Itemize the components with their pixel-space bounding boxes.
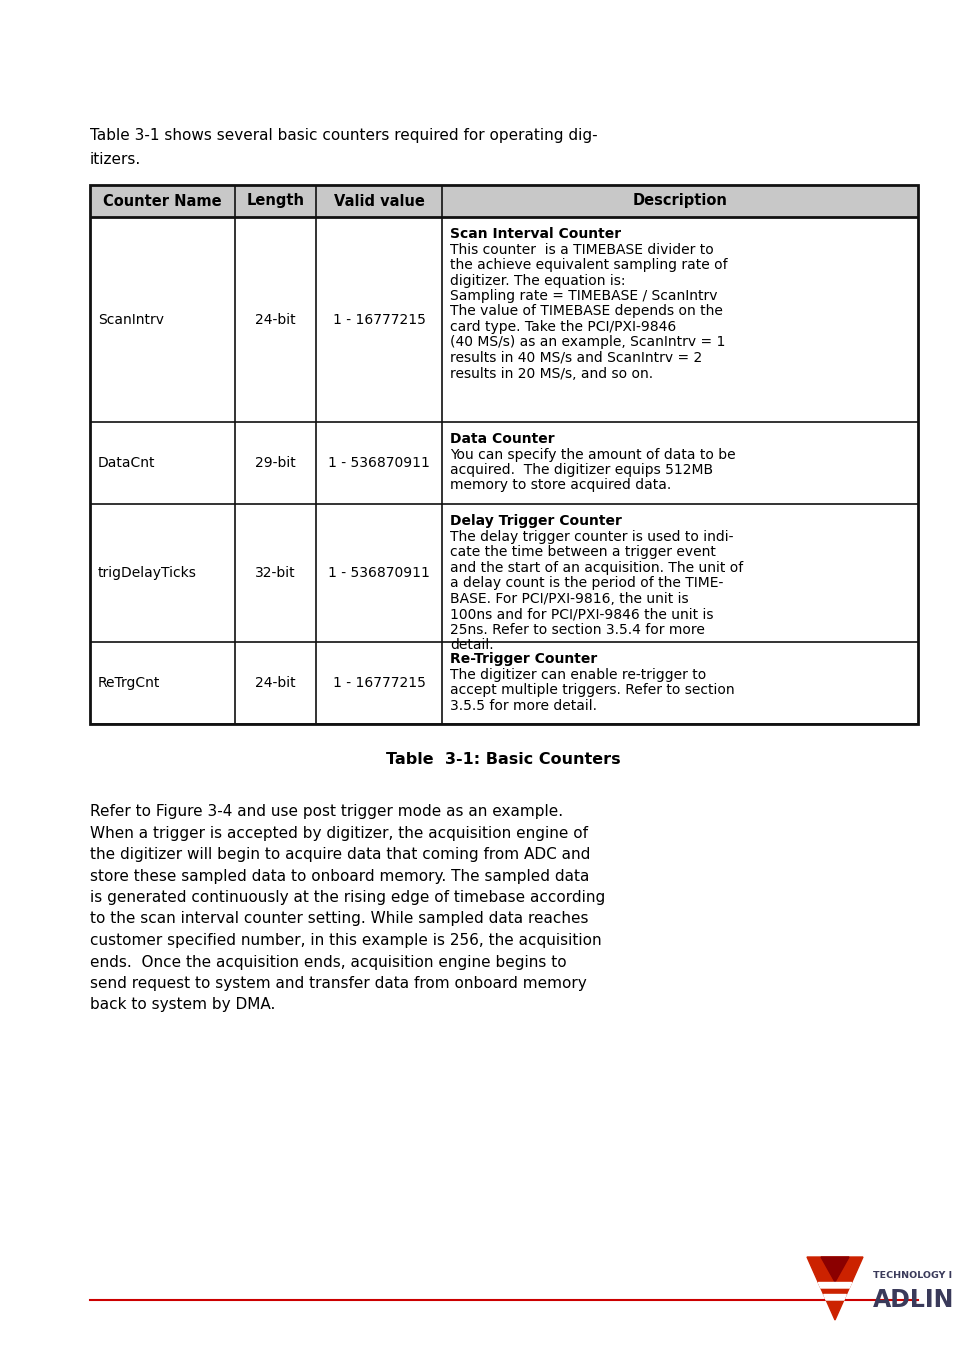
- Text: Length: Length: [246, 193, 304, 208]
- Text: BASE. For PCI/PXI-9816, the unit is: BASE. For PCI/PXI-9816, the unit is: [450, 592, 688, 606]
- Text: store these sampled data to onboard memory. The sampled data: store these sampled data to onboard memo…: [90, 868, 588, 883]
- Text: Table  3-1: Basic Counters: Table 3-1: Basic Counters: [386, 752, 620, 767]
- Text: customer specified number, in this example is 256, the acquisition: customer specified number, in this examp…: [90, 933, 600, 948]
- Text: Refer to Figure 3-4 and use post trigger mode as an example.: Refer to Figure 3-4 and use post trigger…: [90, 804, 562, 819]
- Text: 1 - 16777215: 1 - 16777215: [333, 676, 425, 690]
- Text: You can specify the amount of data to be: You can specify the amount of data to be: [450, 448, 736, 461]
- Text: When a trigger is accepted by digitizer, the acquisition engine of: When a trigger is accepted by digitizer,…: [90, 826, 587, 841]
- Text: This counter  is a TIMEBASE divider to: This counter is a TIMEBASE divider to: [450, 242, 714, 257]
- Text: detail.: detail.: [450, 638, 494, 652]
- Text: Delay Trigger Counter: Delay Trigger Counter: [450, 514, 621, 529]
- Text: back to system by DMA.: back to system by DMA.: [90, 998, 274, 1013]
- Text: ReTrgCnt: ReTrgCnt: [97, 676, 160, 690]
- Text: Description: Description: [632, 193, 727, 208]
- Text: 25ns. Refer to section 3.5.4 for more: 25ns. Refer to section 3.5.4 for more: [450, 622, 704, 637]
- Text: to the scan interval counter setting. While sampled data reaches: to the scan interval counter setting. Wh…: [90, 911, 588, 926]
- Text: 100ns and for PCI/PXI-9846 the unit is: 100ns and for PCI/PXI-9846 the unit is: [450, 607, 713, 621]
- Text: 32-bit: 32-bit: [254, 566, 295, 580]
- Text: cate the time between a trigger event: cate the time between a trigger event: [450, 545, 716, 558]
- Polygon shape: [821, 1257, 848, 1282]
- Text: acquired.  The digitizer equips 512MB: acquired. The digitizer equips 512MB: [450, 462, 713, 477]
- Text: a delay count is the period of the TIME-: a delay count is the period of the TIME-: [450, 576, 723, 589]
- Text: the digitizer will begin to acquire data that coming from ADC and: the digitizer will begin to acquire data…: [90, 846, 590, 863]
- Bar: [90, 185, 917, 725]
- Bar: [90, 185, 917, 218]
- Text: results in 20 MS/s, and so on.: results in 20 MS/s, and so on.: [450, 366, 653, 380]
- Text: The delay trigger counter is used to indi-: The delay trigger counter is used to ind…: [450, 530, 733, 544]
- Text: Sampling rate = TIMEBASE / ScanIntrv: Sampling rate = TIMEBASE / ScanIntrv: [450, 289, 718, 303]
- Text: and the start of an acquisition. The unit of: and the start of an acquisition. The uni…: [450, 561, 743, 575]
- Text: The value of TIMEBASE depends on the: The value of TIMEBASE depends on the: [450, 304, 722, 319]
- Text: digitizer. The equation is:: digitizer. The equation is:: [450, 273, 625, 288]
- Text: trigDelayTicks: trigDelayTicks: [97, 566, 196, 580]
- Text: 3.5.5 for more detail.: 3.5.5 for more detail.: [450, 699, 597, 713]
- Text: 1 - 16777215: 1 - 16777215: [333, 312, 425, 326]
- Text: 29-bit: 29-bit: [254, 456, 295, 470]
- Text: the achieve equivalent sampling rate of: the achieve equivalent sampling rate of: [450, 258, 727, 272]
- Text: 24-bit: 24-bit: [254, 676, 295, 690]
- Text: itizers.: itizers.: [90, 151, 141, 168]
- Text: memory to store acquired data.: memory to store acquired data.: [450, 479, 671, 492]
- Text: ends.  Once the acquisition ends, acquisition engine begins to: ends. Once the acquisition ends, acquisi…: [90, 955, 566, 969]
- Text: The digitizer can enable re-trigger to: The digitizer can enable re-trigger to: [450, 668, 706, 681]
- Text: accept multiple triggers. Refer to section: accept multiple triggers. Refer to secti…: [450, 683, 735, 698]
- Text: Valid value: Valid value: [334, 193, 424, 208]
- Text: TECHNOLOGY INC.: TECHNOLOGY INC.: [872, 1271, 953, 1280]
- Text: 24-bit: 24-bit: [254, 312, 295, 326]
- Text: 1 - 536870911: 1 - 536870911: [328, 566, 430, 580]
- Polygon shape: [818, 1283, 851, 1288]
- Text: 1 - 536870911: 1 - 536870911: [328, 456, 430, 470]
- Text: ScanIntrv: ScanIntrv: [97, 312, 164, 326]
- Text: DataCnt: DataCnt: [97, 456, 155, 470]
- Text: Re-Trigger Counter: Re-Trigger Counter: [450, 652, 598, 667]
- Text: Scan Interval Counter: Scan Interval Counter: [450, 227, 621, 241]
- Text: Counter Name: Counter Name: [103, 193, 221, 208]
- Text: Table 3-1 shows several basic counters required for operating dig-: Table 3-1 shows several basic counters r…: [90, 128, 597, 143]
- Text: Data Counter: Data Counter: [450, 433, 555, 446]
- Text: (40 MS/s) as an example, ScanIntrv = 1: (40 MS/s) as an example, ScanIntrv = 1: [450, 335, 725, 350]
- Text: send request to system and transfer data from onboard memory: send request to system and transfer data…: [90, 976, 586, 991]
- Text: is generated continuously at the rising edge of timebase according: is generated continuously at the rising …: [90, 890, 604, 904]
- Text: ADLINK: ADLINK: [872, 1288, 953, 1311]
- Polygon shape: [822, 1294, 845, 1301]
- Polygon shape: [806, 1257, 862, 1320]
- Text: card type. Take the PCI/PXI-9846: card type. Take the PCI/PXI-9846: [450, 320, 676, 334]
- Text: results in 40 MS/s and ScanIntrv = 2: results in 40 MS/s and ScanIntrv = 2: [450, 352, 702, 365]
